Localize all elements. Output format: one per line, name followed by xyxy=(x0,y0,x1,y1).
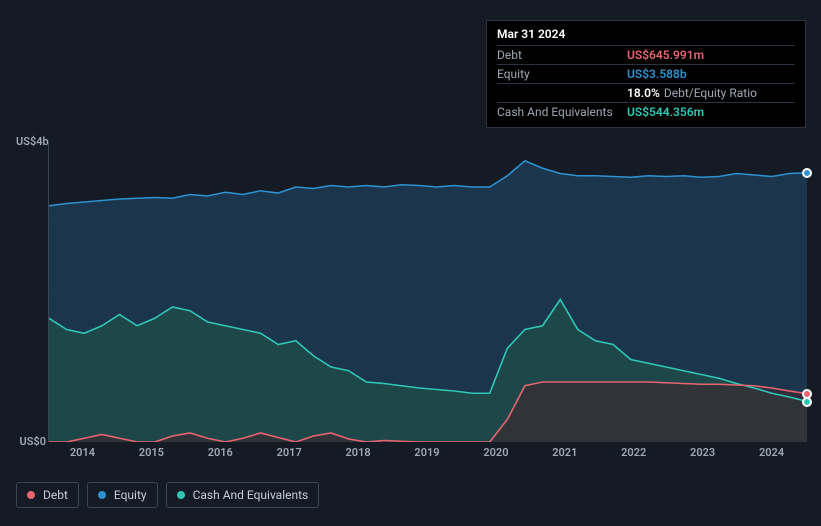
legend-dot-icon xyxy=(98,491,106,499)
tooltip-row-value: US$645.991m xyxy=(627,48,704,62)
chart-svg xyxy=(49,142,807,442)
tooltip-row-value: US$544.356m xyxy=(627,105,704,119)
x-axis-label: 2020 xyxy=(483,446,508,459)
x-axis-label: 2024 xyxy=(759,446,784,459)
x-axis-label: 2016 xyxy=(208,446,233,459)
legend-dot-icon xyxy=(177,491,185,499)
tooltip-row-label: Debt xyxy=(497,48,627,62)
legend-item[interactable]: Cash And Equivalents xyxy=(166,482,320,508)
series-end-marker xyxy=(802,168,812,178)
legend-item[interactable]: Equity xyxy=(87,482,158,508)
legend-label: Cash And Equivalents xyxy=(193,488,309,502)
x-axis-label: 2018 xyxy=(346,446,371,459)
x-axis-label: 2021 xyxy=(552,446,577,459)
tooltip-row: DebtUS$645.991m xyxy=(497,45,795,64)
tooltip-row-value: US$3.588b xyxy=(627,67,687,81)
x-axis-label: 2019 xyxy=(414,446,439,459)
tooltip-row-label: Equity xyxy=(497,67,627,81)
x-axis-label: 2015 xyxy=(139,446,164,459)
x-axis-label: 2017 xyxy=(277,446,302,459)
tooltip-row: 18.0%Debt/Equity Ratio xyxy=(497,83,795,102)
tooltip-row: Cash And EquivalentsUS$544.356m xyxy=(497,102,795,121)
legend-label: Debt xyxy=(43,488,68,502)
legend-dot-icon xyxy=(27,491,35,499)
x-axis-label: 2023 xyxy=(690,446,715,459)
x-axis-label: 2022 xyxy=(621,446,646,459)
legend-item[interactable]: Debt xyxy=(16,482,79,508)
chart-plot[interactable] xyxy=(48,142,806,442)
chart-area: US$0US$4b 201420152016201720182019202020… xyxy=(16,120,806,480)
tooltip-row-label: Cash And Equivalents xyxy=(497,105,627,119)
x-axis: 2014 2015 2016 2017 2018 2019 2020 2021 2022 2023… xyxy=(48,446,806,466)
y-axis-label: US$4b xyxy=(16,135,46,148)
y-axis-label: US$0 xyxy=(16,435,46,448)
series-end-marker xyxy=(802,389,812,399)
tooltip-rows: DebtUS$645.991mEquityUS$3.588b18.0%Debt/… xyxy=(497,45,795,121)
tooltip-ratio: 18.0%Debt/Equity Ratio xyxy=(627,86,757,100)
tooltip-row: EquityUS$3.588b xyxy=(497,64,795,83)
chart-tooltip: Mar 31 2024 DebtUS$645.991mEquityUS$3.58… xyxy=(486,20,806,128)
chart-legend: Debt Equity Cash And Equivalents xyxy=(16,482,319,508)
tooltip-row-label xyxy=(497,86,627,100)
tooltip-date: Mar 31 2024 xyxy=(497,27,795,45)
x-axis-label: 2014 xyxy=(70,446,95,459)
legend-label: Equity xyxy=(114,488,147,502)
